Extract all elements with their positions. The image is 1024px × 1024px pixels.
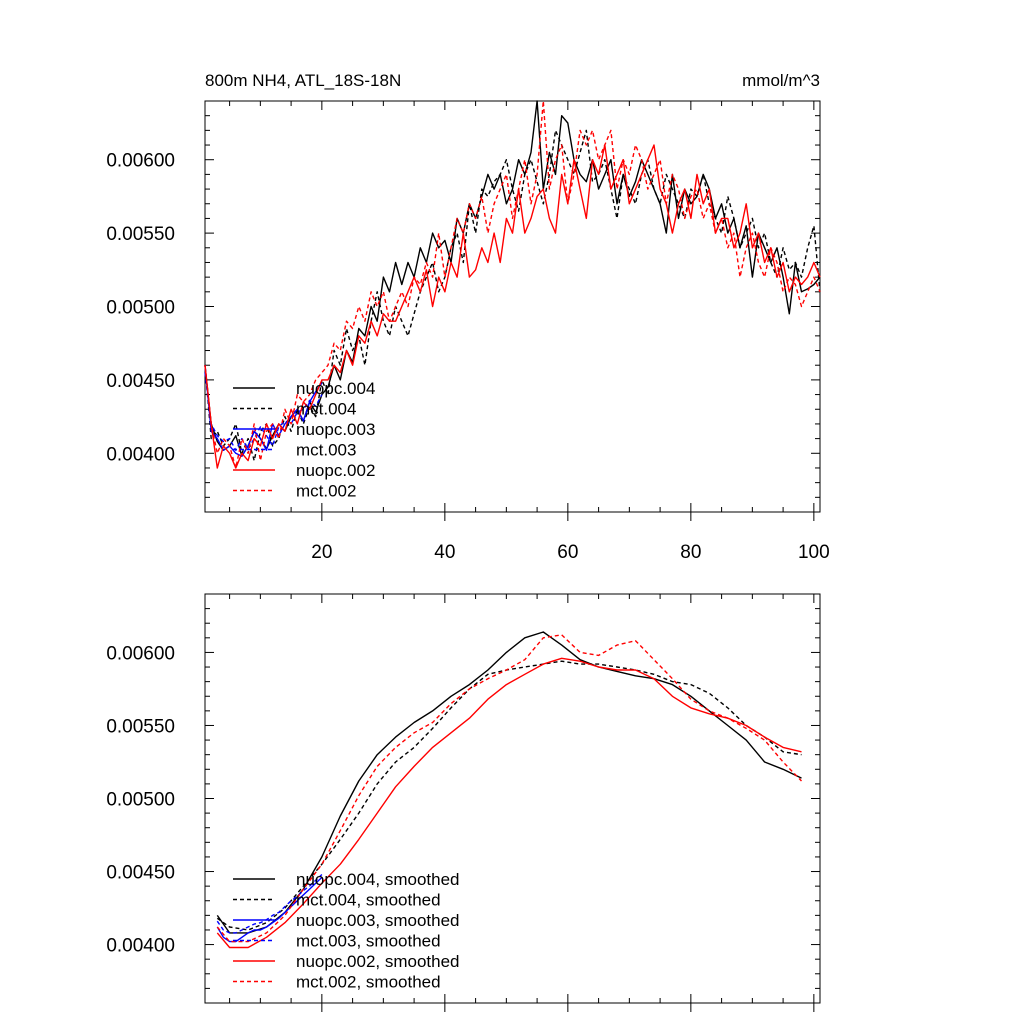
bottom-chart-panel: 0.00400 0.00450 0.00500 0.00550 0.00600 nuopc… [106,593,821,1012]
legend-label: nuopc.003, smoothed [296,911,460,930]
legend-label: mct.002, smoothed [296,973,441,992]
chart-title: 800m NH4, ATL_18S-18N [205,71,401,90]
y-tick-label: 0.00500 [106,298,175,319]
y-tick-label: 0.00600 [106,643,175,664]
y-tick-label: 0.00500 [106,790,175,811]
x-tick-label: 60 [557,542,578,563]
series-line [216,657,802,949]
x-tick-label: 20 [311,542,332,563]
legend-label: nuopc.004 [296,379,375,398]
series-line [204,129,821,462]
y-tick-label: 0.00400 [106,444,175,465]
top-chart-panel: 800m NH4, ATL_18S-18N mmol/m^3 20 40 60 80 1… [106,71,829,563]
legend-label: mct.004, smoothed [296,891,441,910]
x-tick-label: 100 [798,542,830,563]
series-line [216,873,323,934]
y-tick-label: 0.00550 [106,716,175,737]
legend-label: nuopc.003 [296,420,375,439]
legend-label: mct.002 [296,482,356,501]
legend-label: nuopc.002 [296,461,375,480]
chart-units: mmol/m^3 [742,71,820,90]
legend-label: mct.004 [296,400,356,419]
y-tick-label: 0.00600 [106,151,175,172]
x-tick-label: 80 [680,542,701,563]
series-line [204,372,323,451]
y-tick-label: 0.00450 [106,863,175,884]
legend-label: mct.003, smoothed [296,932,441,951]
legend-label: nuopc.004, smoothed [296,870,460,889]
series-line [204,100,821,469]
legend-label: mct.003 [296,441,356,460]
y-tick-label: 0.00400 [106,936,175,957]
y-tick-label: 0.00450 [106,371,175,392]
series-line [216,634,803,943]
legend-label: nuopc.002, smoothed [296,952,460,971]
x-tick-label: 40 [434,542,455,563]
y-tick-label: 0.00550 [106,224,175,245]
